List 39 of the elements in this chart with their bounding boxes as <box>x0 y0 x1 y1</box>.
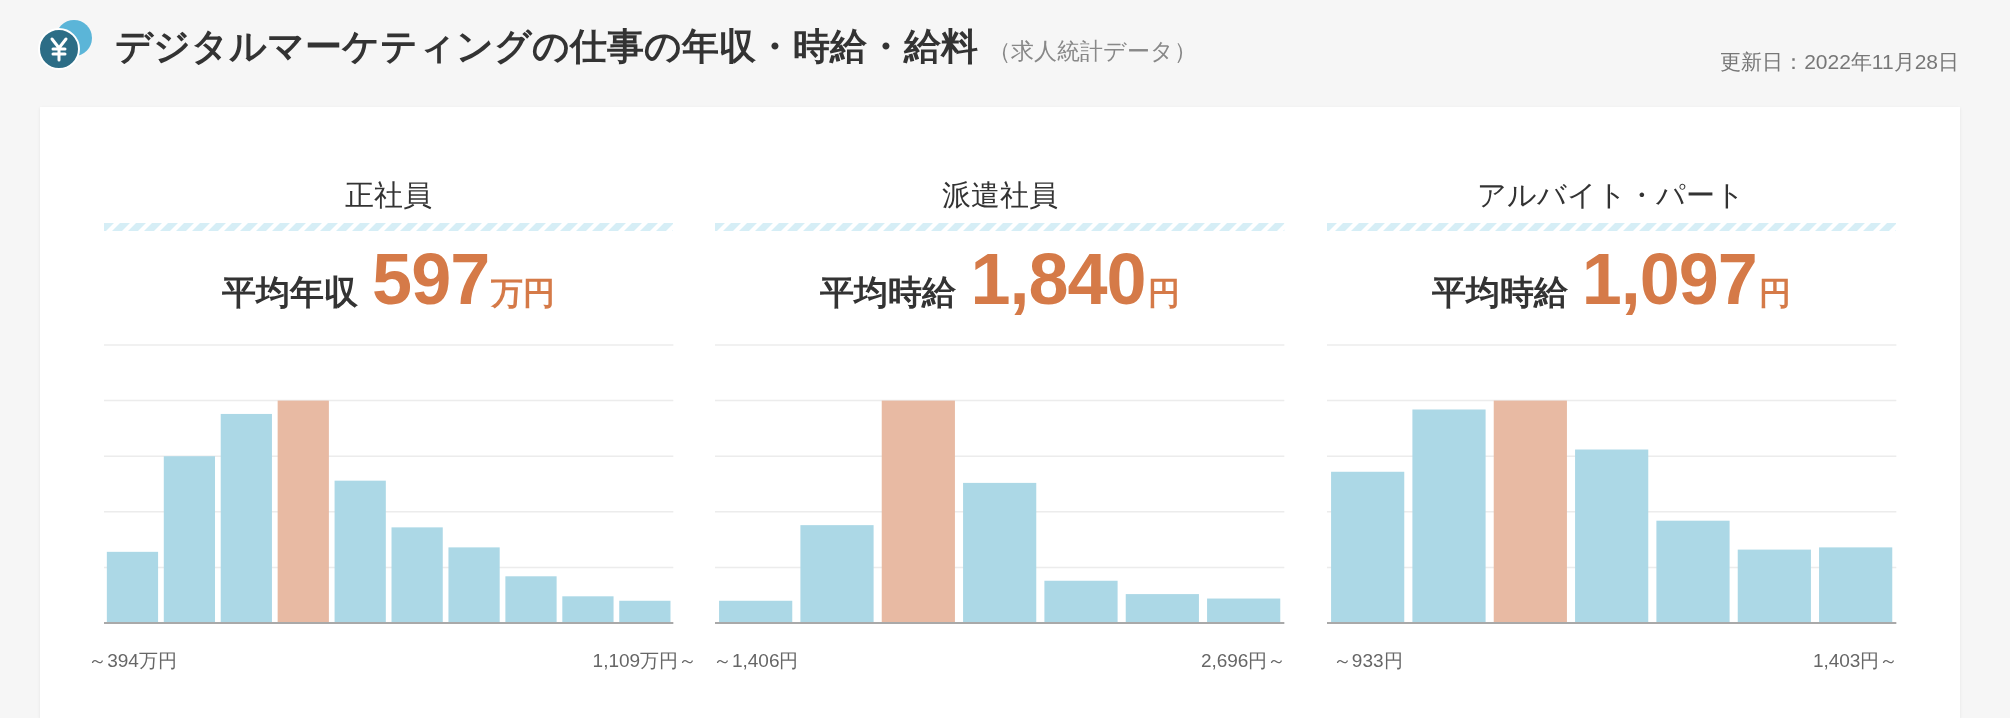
bar <box>1493 400 1567 623</box>
bar <box>562 596 614 623</box>
bar <box>1207 598 1281 623</box>
bar <box>220 413 272 623</box>
text: デジタルマーケティングの仕事の年収・時給・給料 <box>115 25 978 69</box>
bar <box>882 400 956 623</box>
bar <box>505 576 557 623</box>
bar <box>619 600 671 623</box>
x-tick-label: ～394万円 <box>88 650 177 671</box>
bar <box>334 480 386 623</box>
chart-title: アルバイト・パート <box>1476 178 1747 213</box>
x-tick-label: ～1,406円 <box>713 650 799 671</box>
bar <box>1574 449 1648 623</box>
bar <box>1044 580 1118 623</box>
chart-subtitle: 平均時給 1,097円 <box>1431 239 1791 319</box>
x-tick-label: 1,403円～ <box>1812 650 1899 671</box>
x-tick-label: 1,109万円～ <box>592 650 698 671</box>
bar <box>1818 547 1892 623</box>
bar <box>963 482 1037 623</box>
chart-title: 正社員 <box>344 178 434 213</box>
text: 更新日：2022年11月28日 <box>1720 49 1959 75</box>
bar <box>277 400 329 623</box>
text: （求人統計データ） <box>988 37 1197 66</box>
chart-subtitle: 平均時給 1,840円 <box>820 239 1180 319</box>
x-tick-label: ～933円 <box>1332 650 1403 671</box>
bar <box>163 456 216 623</box>
bar <box>800 525 874 623</box>
bar <box>391 527 443 623</box>
bar <box>106 551 159 623</box>
bar <box>1330 471 1404 623</box>
chart-subtitle: 平均年収 597万円 <box>222 239 556 319</box>
bar <box>1737 549 1811 623</box>
bar <box>1656 520 1730 623</box>
x-tick-label: 2,696円～ <box>1201 650 1287 671</box>
chart-title: 派遣社員 <box>941 178 1059 213</box>
bar <box>719 600 793 623</box>
bar <box>1126 594 1200 623</box>
bar <box>448 547 500 623</box>
bar <box>1412 409 1486 623</box>
